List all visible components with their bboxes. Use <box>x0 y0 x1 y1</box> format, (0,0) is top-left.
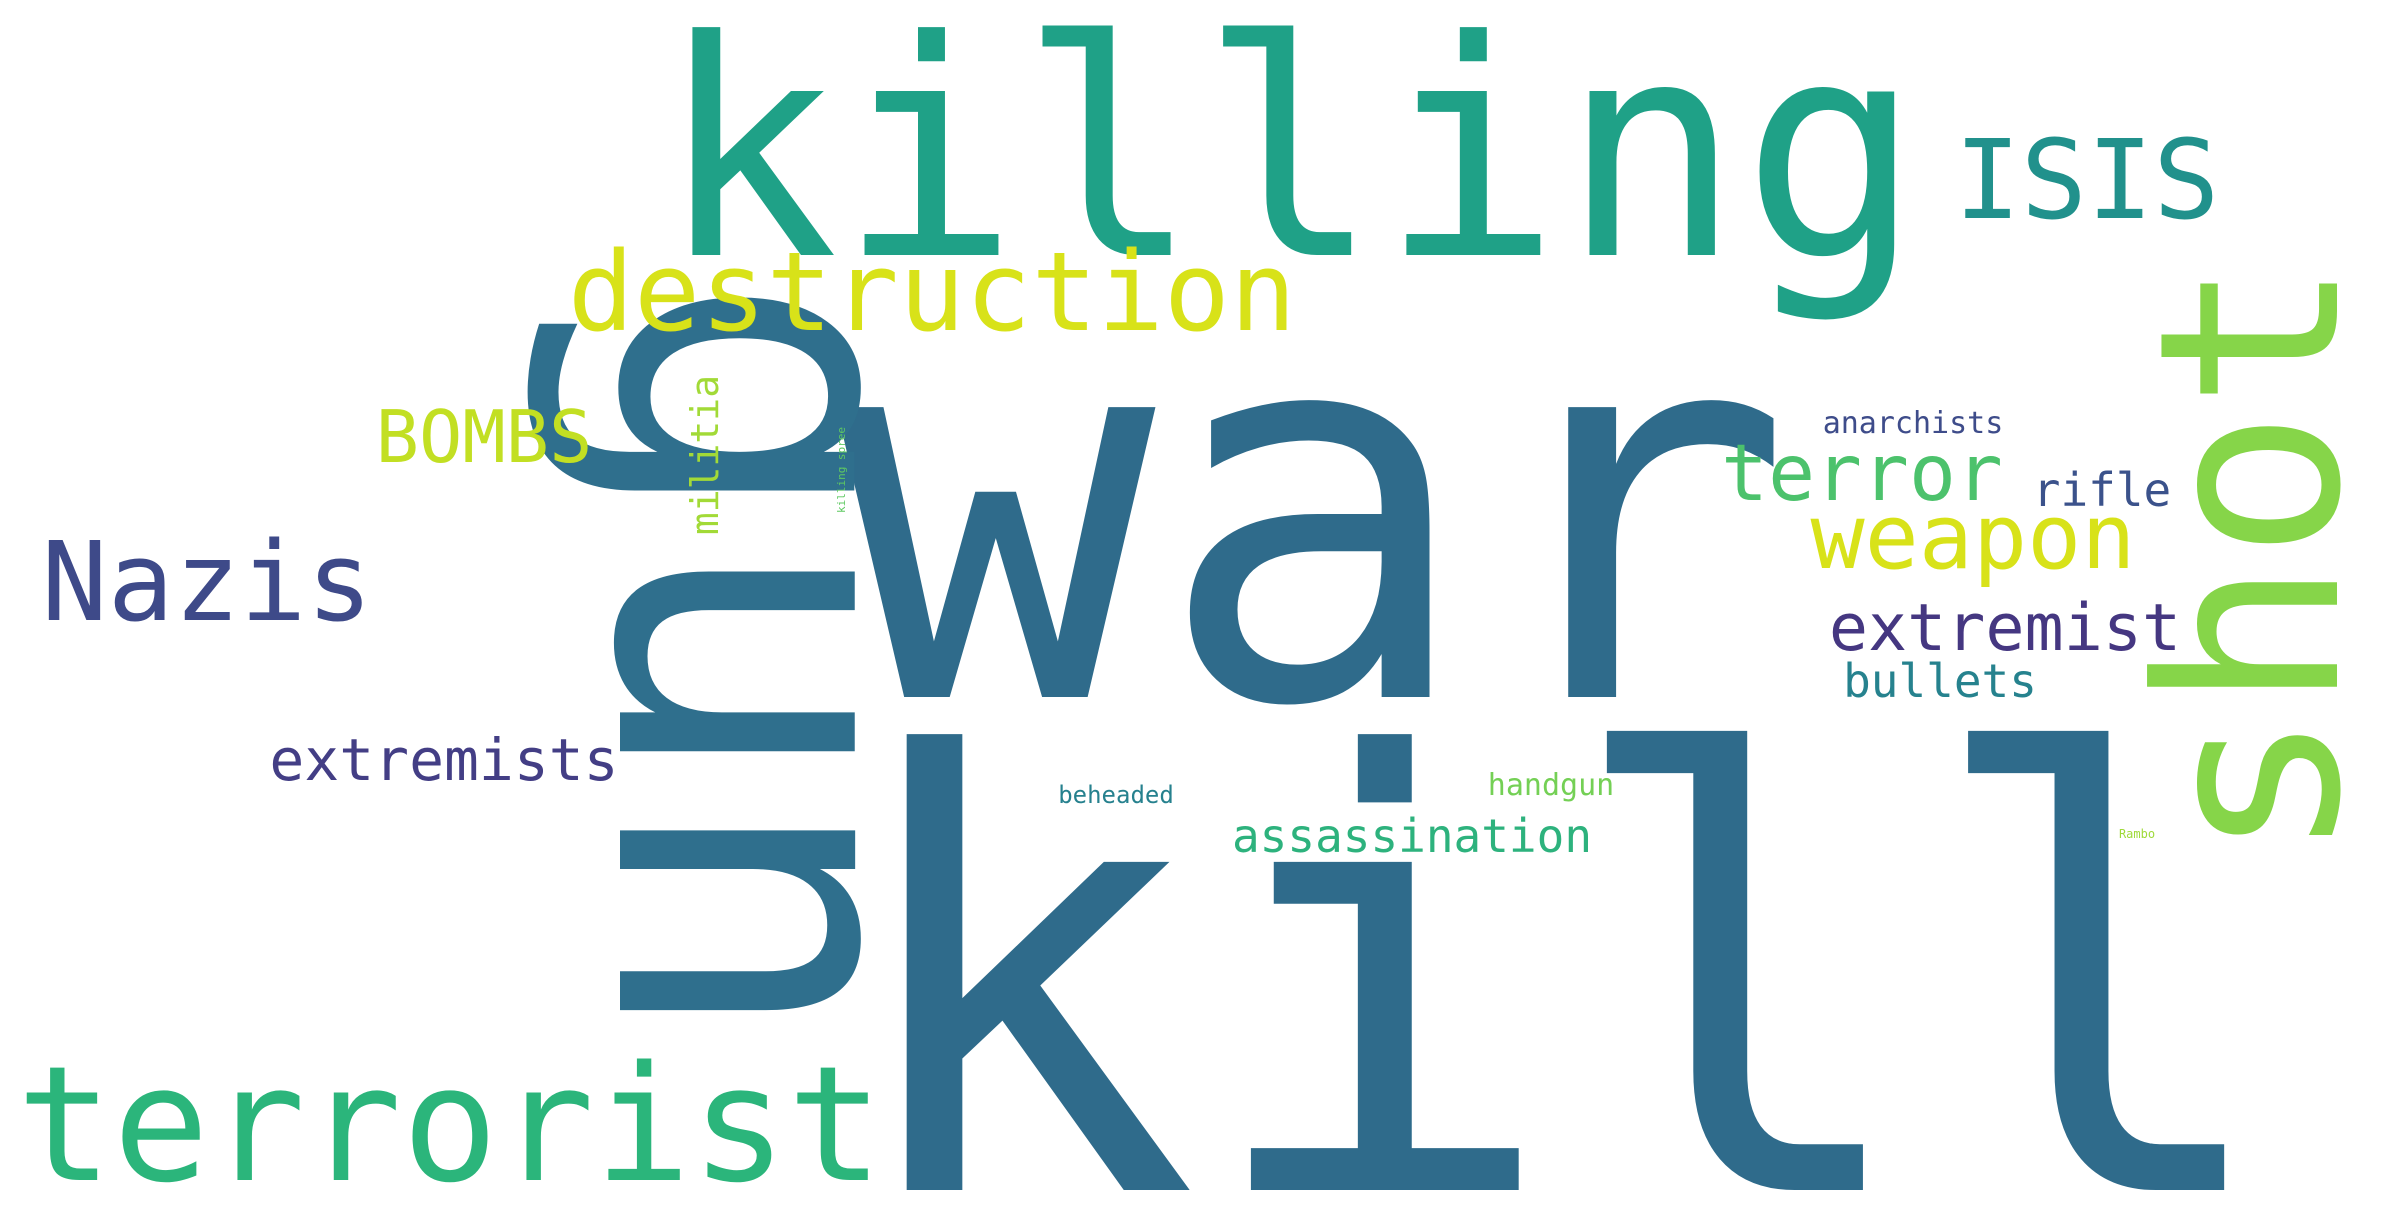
word-Nazis: Nazis <box>41 518 372 646</box>
word-killing-spree: killing spree <box>835 427 848 513</box>
word-rifle: rifle <box>2033 463 2171 517</box>
word-bullets: bullets <box>1843 654 2037 708</box>
word-killing: killing <box>658 0 1922 326</box>
word-extremists: extremists <box>269 726 618 794</box>
word-assassination: assassination <box>1232 809 1592 863</box>
word-extremist: extremist <box>1829 591 2181 666</box>
word-destruction: destruction <box>568 228 1296 356</box>
word-shot: shot <box>2105 259 2385 861</box>
word-terror: terror <box>1721 429 2003 519</box>
word-ISIS: ISIS <box>1955 116 2220 244</box>
word-anarchists: anarchists <box>1823 406 2004 441</box>
word-gun: gun <box>518 272 1018 1049</box>
word-BOMBS: BOMBS <box>376 395 593 479</box>
word-war: war <box>836 205 1793 822</box>
word-kill: kill <box>838 633 2283 1222</box>
word-weapon: weapon <box>1810 485 2135 590</box>
word-Rambo: Rambo <box>2119 827 2155 841</box>
word-beheaded: beheaded <box>1058 781 1174 809</box>
word-militia: militia <box>683 375 727 535</box>
word-handgun: handgun <box>1488 768 1614 803</box>
word-terrorist: terrorist <box>17 1031 884 1218</box>
